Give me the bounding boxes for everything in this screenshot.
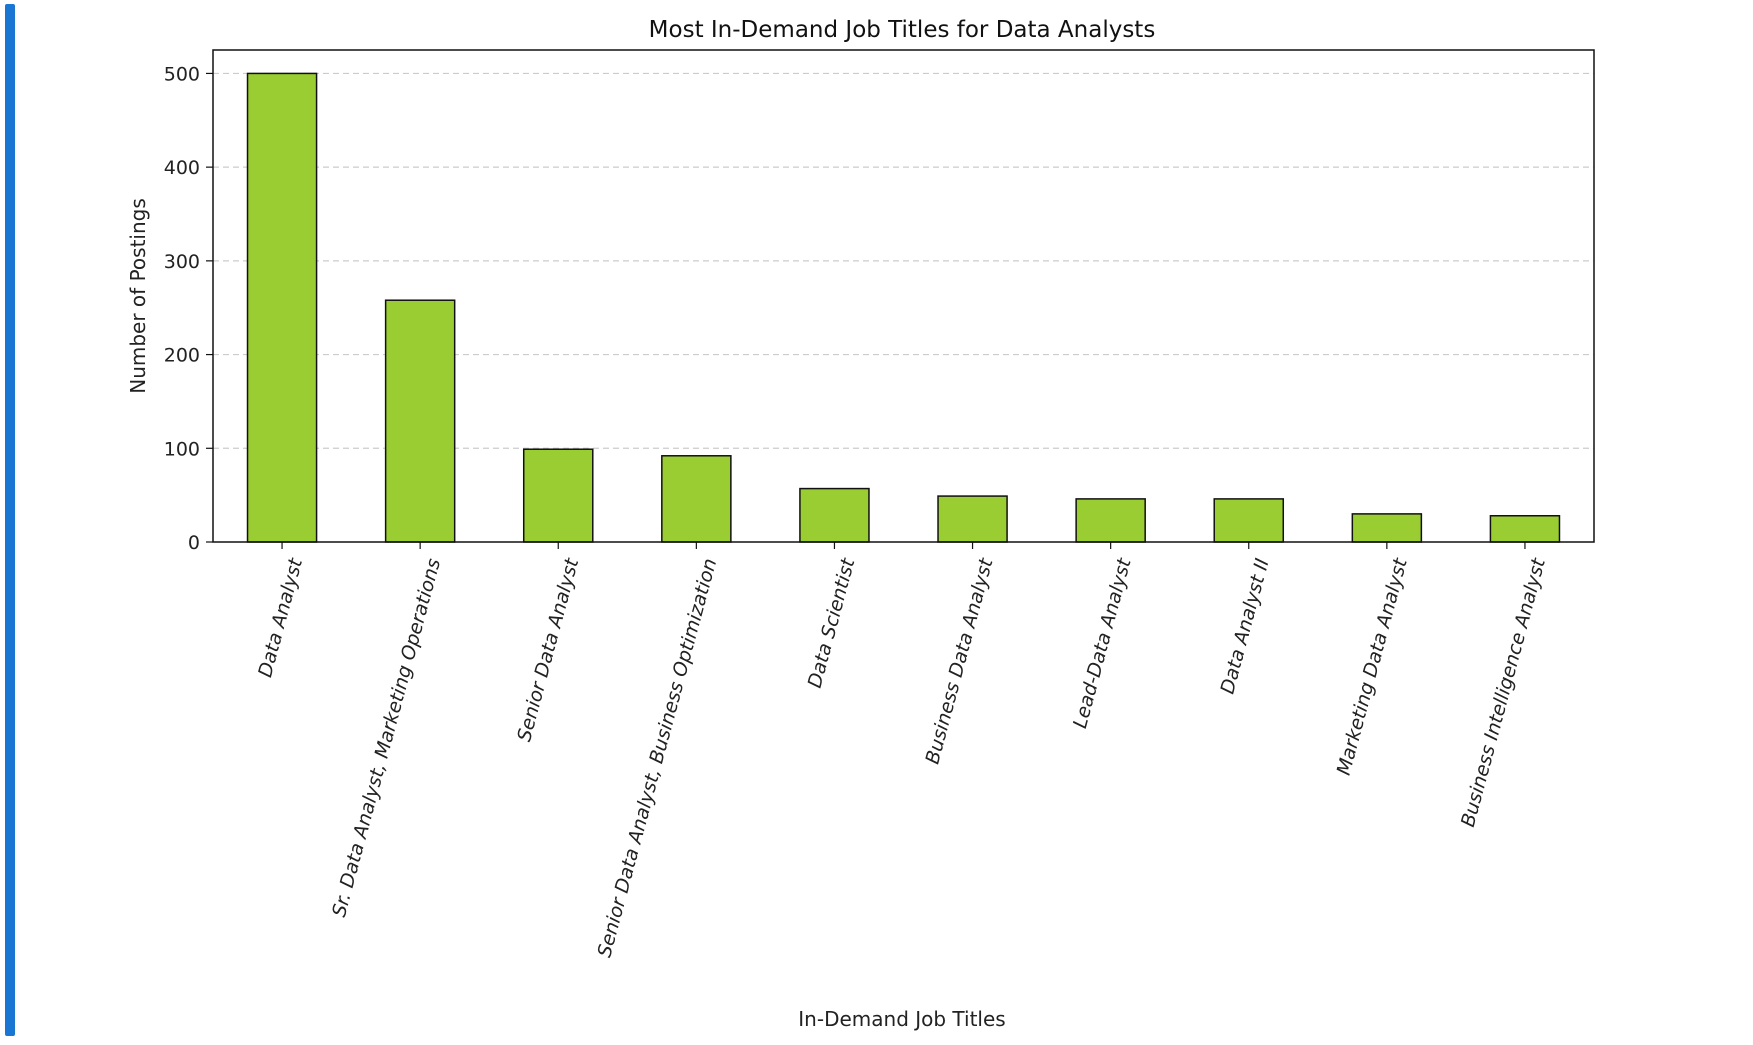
bar	[1489, 515, 1561, 543]
bars	[246, 72, 1561, 543]
x-tick-label: Data Scientist	[804, 555, 860, 691]
x-tick-label: Data Analyst II	[1216, 556, 1273, 697]
bar	[1351, 513, 1423, 543]
bar	[1075, 498, 1146, 543]
y-tick-label: 200	[164, 345, 200, 367]
bar	[522, 448, 594, 543]
grid-lines	[213, 72, 1594, 449]
y-tick-label: 400	[164, 157, 200, 179]
y-axis-ticks: 0 100 200 300 400 500	[164, 63, 213, 554]
y-tick-label: 0	[188, 532, 200, 554]
plot-frame	[212, 49, 1595, 543]
y-tick-label: 100	[164, 438, 200, 460]
y-axis-label: Number of Postings	[126, 198, 150, 394]
y-tick-label: 500	[164, 63, 200, 85]
x-tick-label: Business Intelligence Analyst	[1457, 555, 1550, 830]
chart-title: Most In-Demand Job Titles for Data Analy…	[649, 17, 1156, 43]
bar	[1213, 498, 1285, 543]
x-tick-label: Lead-Data Analyst	[1069, 555, 1136, 731]
bar	[246, 72, 318, 543]
bar	[937, 495, 1008, 543]
x-tick-label: Marketing Data Analyst	[1333, 555, 1412, 778]
x-tick-label: Senior Data Analyst	[513, 555, 583, 744]
x-tick-label: Senior Data Analyst, Business Optimizati…	[593, 556, 721, 960]
y-tick-label: 300	[164, 251, 200, 273]
x-tick-label: Business Data Analyst	[921, 555, 997, 767]
x-tick-label: Sr. Data Analyst, Marketing Operations	[328, 556, 445, 919]
bar	[384, 299, 456, 543]
x-axis-ticks: Data Analyst Sr. Data Analyst, Marketing …	[254, 542, 1550, 960]
x-axis-label: In-Demand Job Titles	[798, 1007, 1005, 1031]
bar	[661, 455, 732, 543]
x-tick-label: Data Analyst	[254, 555, 307, 680]
bar	[799, 487, 870, 543]
cell-selection-bar[interactable]	[5, 4, 15, 1036]
